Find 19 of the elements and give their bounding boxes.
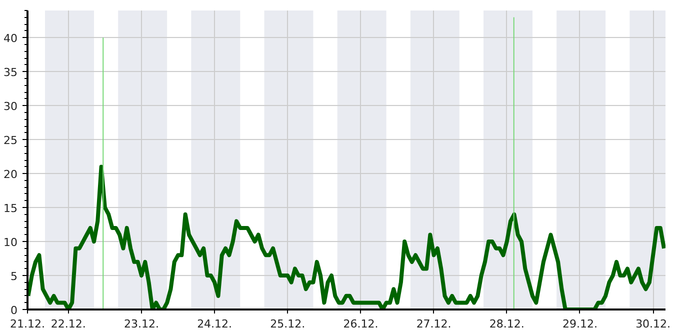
x-tick-label: 21.12. [10, 318, 46, 330]
x-tick-label: 28.12. [489, 318, 524, 330]
x-tick-label: 27.12. [416, 318, 452, 330]
x-tick-label: 24.12. [197, 318, 232, 330]
x-tick-label: 30.12. [636, 318, 671, 330]
y-tick-label: 40 [4, 32, 18, 46]
y-tick-label: 10 [4, 236, 18, 250]
y-tick-label: 15 [4, 202, 18, 216]
x-tick-label: 22.12. [50, 318, 86, 330]
y-tick-label: 30 [4, 100, 18, 114]
y-tick-label: 20 [4, 168, 18, 182]
x-tick-label: 23.12. [124, 318, 159, 330]
x-tick-label: 29.12. [562, 318, 598, 330]
x-tick-label: 26.12. [343, 318, 378, 330]
y-tick-label: 35 [4, 66, 18, 80]
y-tick-label: 0 [10, 304, 18, 317]
y-tick-label: 25 [4, 134, 18, 148]
x-tick-label: 25.12. [270, 318, 306, 330]
y-tick-label: 5 [10, 270, 18, 284]
